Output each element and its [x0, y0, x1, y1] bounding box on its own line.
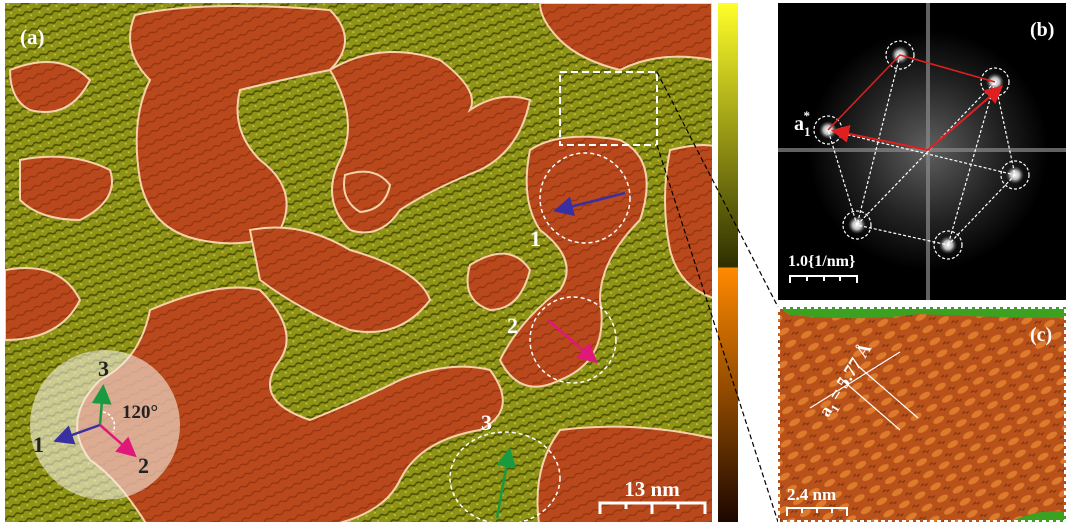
panel-b: a1* (b) 1.0{1/nm}	[778, 3, 1066, 300]
panel-label: (c)	[1030, 324, 1052, 346]
region-label: 3	[481, 410, 492, 435]
scale-bar-label: 13 nm	[624, 477, 680, 501]
scale-bar-label: 2.4 nm	[787, 485, 836, 504]
label-part: *	[804, 108, 811, 123]
label-part: a	[794, 113, 804, 135]
region-label: 2	[507, 313, 518, 338]
inset-vector-label: 1	[33, 432, 44, 457]
vector-label: a1*	[794, 108, 811, 139]
angle-label: 120°	[122, 402, 158, 423]
inset-vector-label: 2	[138, 453, 149, 478]
panel-a: 1 2 3 3 1 2 120° (a) 13 nm	[5, 3, 720, 527]
panel-label: (b)	[1030, 19, 1054, 41]
colorbar	[718, 3, 738, 522]
label-part: 1	[804, 124, 811, 139]
panel-label: (a)	[20, 25, 45, 49]
region-label: 1	[530, 226, 541, 251]
scale-bar-label: 1.0{1/nm}	[788, 253, 855, 270]
figure: 1 2 3 3 1 2 120° (a) 13 nm	[0, 0, 1069, 527]
panel-c: a1= 5.77 Å (c) 2.4 nm	[778, 307, 1066, 522]
inset-vector-label: 3	[98, 356, 109, 381]
